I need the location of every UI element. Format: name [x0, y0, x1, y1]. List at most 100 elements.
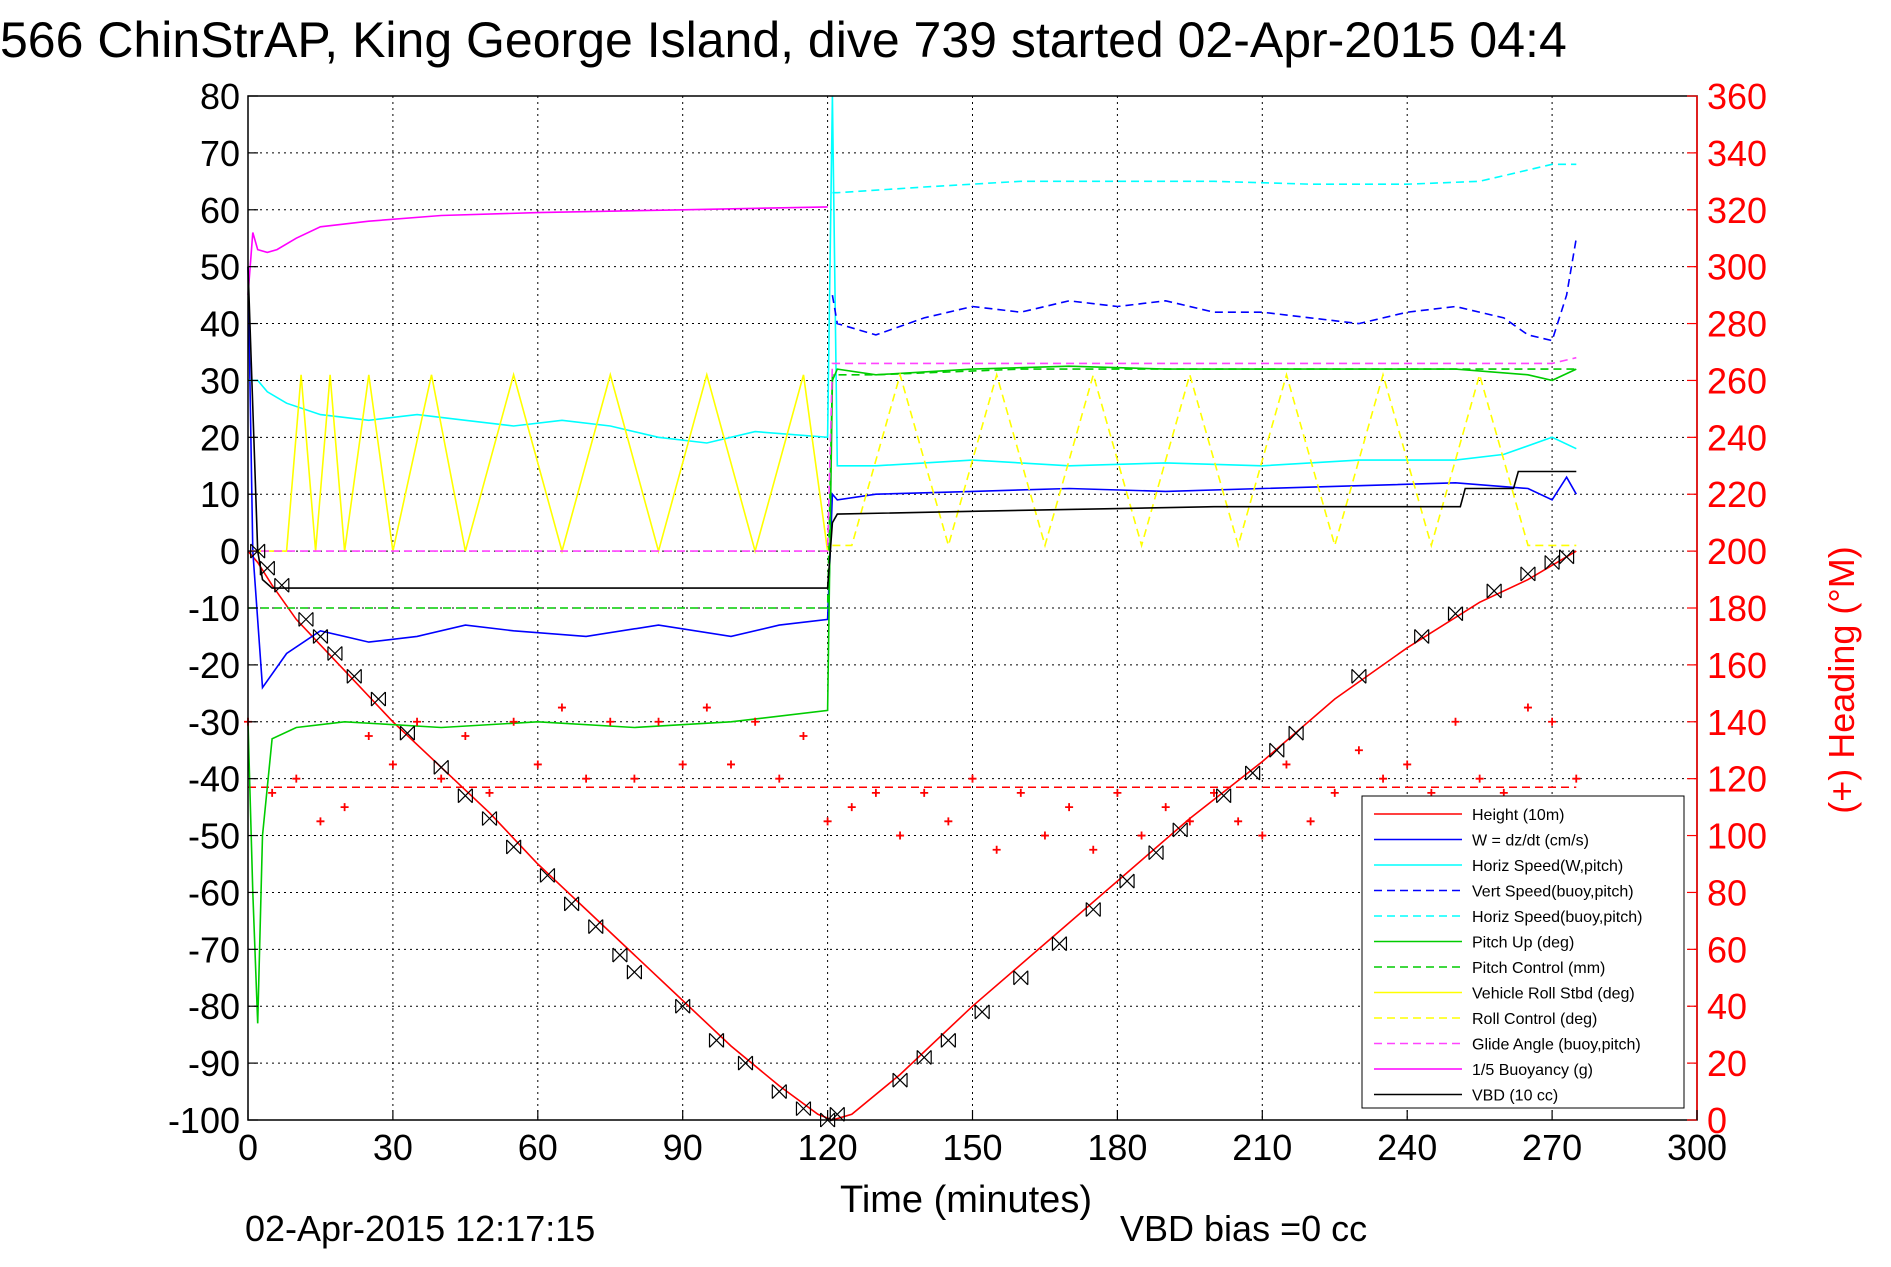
- depth-marker: [1051, 936, 1068, 952]
- heading-point: [1065, 803, 1074, 812]
- heading-point: [1548, 717, 1557, 726]
- depth-marker: [327, 646, 343, 661]
- x-tick-label: 180: [1087, 1127, 1147, 1168]
- heading-point: [847, 803, 856, 812]
- heading-point: [1379, 774, 1388, 783]
- heading-point: [1330, 788, 1339, 797]
- heading-point: [1016, 788, 1025, 797]
- x-tick-label: 300: [1667, 1127, 1727, 1168]
- y-tick-label: -40: [188, 759, 240, 800]
- depth-marker: [1013, 970, 1029, 986]
- y-right-tick-label: 20: [1707, 1043, 1747, 1084]
- series-line-1: [247, 266, 1577, 690]
- y-right-tick-label: 160: [1707, 645, 1767, 686]
- heading-point: [292, 774, 301, 783]
- depth-marker: [1351, 668, 1367, 684]
- y-right-tick-label: 60: [1707, 929, 1747, 970]
- y-tick-label: -60: [188, 872, 240, 913]
- heading-point: [1089, 845, 1098, 854]
- series-line-2: [248, 95, 1577, 467]
- y-right-tick-label: 140: [1707, 702, 1767, 743]
- heading-point: [823, 817, 832, 826]
- depth-marker: [1172, 822, 1188, 838]
- legend: Height (10m) W = dz/dt (cm/s) Horiz Speed(…: [1361, 795, 1685, 1109]
- depth-marker: [588, 919, 604, 935]
- heading-point: [1451, 717, 1460, 726]
- y-right-tick-label: 300: [1707, 247, 1767, 288]
- heading-point: [1354, 746, 1363, 755]
- depth-marker: [708, 1032, 725, 1048]
- y-tick-label: -20: [188, 645, 240, 686]
- y-right-tick-label: 40: [1707, 986, 1747, 1027]
- heading-point: [606, 717, 615, 726]
- heading-point: [799, 732, 808, 740]
- depth-marker: [481, 811, 498, 826]
- depth-marker: [370, 691, 387, 707]
- depth-marker: [1148, 845, 1164, 861]
- heading-point: [1040, 831, 1049, 840]
- series-line-6: [248, 368, 1577, 609]
- heading-point: [533, 760, 542, 769]
- y-tick-label: 0: [220, 531, 240, 572]
- heading-point: [944, 817, 953, 826]
- heading-point: [630, 774, 639, 783]
- y-right-tick-label: 200: [1707, 531, 1767, 572]
- series-layer: [244, 95, 1581, 1128]
- heading-point: [1185, 817, 1194, 826]
- footer-timestamp: 02-Apr-2015 12:17:15: [245, 1208, 595, 1249]
- x-tick-label: 210: [1232, 1127, 1292, 1168]
- depth-marker: [506, 839, 522, 855]
- y-right-tick-label: 120: [1707, 759, 1767, 800]
- legend-label-6: Pitch Control (mm): [1472, 960, 1605, 977]
- legend-label-4: Horiz Speed(buoy,pitch): [1472, 909, 1642, 926]
- legend-box: [1361, 795, 1685, 1109]
- depth-marker: [1085, 902, 1101, 917]
- x-tick-label: 150: [942, 1127, 1002, 1168]
- y-right-tick-label: 360: [1707, 76, 1767, 117]
- heading-point: [388, 760, 397, 769]
- heading-point: [1161, 803, 1170, 812]
- depth-marker: [1288, 725, 1304, 741]
- depth-marker: [1119, 873, 1135, 889]
- y-right-tick-label: 0: [1707, 1100, 1727, 1141]
- heading-point: [751, 717, 760, 726]
- x-tick-label: 0: [238, 1127, 258, 1168]
- depth-marker: [1520, 566, 1536, 582]
- y-tick-label: 10: [200, 474, 240, 515]
- y-tick-label: -50: [188, 816, 240, 857]
- depth-marker: [433, 759, 449, 775]
- x-tick-label: 120: [798, 1127, 858, 1168]
- footer-vbd-bias: VBD bias =0 cc: [1120, 1208, 1367, 1249]
- legend-label-5: Pitch Up (deg): [1472, 935, 1574, 952]
- heading-point: [1523, 703, 1532, 712]
- series-line-3: [831, 238, 1578, 342]
- heading-point: [413, 717, 422, 726]
- y-right-tick-label: 240: [1707, 417, 1767, 458]
- heading-point: [1306, 817, 1315, 826]
- heading-point: [1572, 774, 1581, 783]
- depth-marker: [564, 896, 580, 912]
- series-line-9: [248, 356, 1577, 552]
- heading-point: [364, 732, 373, 740]
- series-line-7: [248, 371, 829, 555]
- depth-marker: [829, 1106, 845, 1122]
- heading-point: [1403, 760, 1412, 769]
- depth-marker: [399, 725, 415, 741]
- y-right-tick-label: 100: [1707, 816, 1767, 857]
- x-tick-label: 90: [663, 1127, 703, 1168]
- x-axis-label: Time (minutes): [840, 1179, 1092, 1221]
- depth-marker: [298, 611, 314, 627]
- y-tick-label: -100: [168, 1100, 240, 1141]
- depth-marker: [346, 668, 362, 684]
- depth-marker: [626, 964, 642, 980]
- y-right-tick-label: 320: [1707, 190, 1767, 231]
- heading-point: [775, 774, 784, 783]
- heading-point: [920, 788, 929, 797]
- depth-marker: [795, 1101, 812, 1117]
- y-tick-label: -80: [188, 986, 240, 1027]
- heading-point: [1282, 760, 1291, 769]
- depth-marker: [1544, 555, 1560, 570]
- y-tick-label: -90: [188, 1043, 240, 1084]
- heading-point: [582, 774, 591, 783]
- depth-marker: [539, 867, 556, 883]
